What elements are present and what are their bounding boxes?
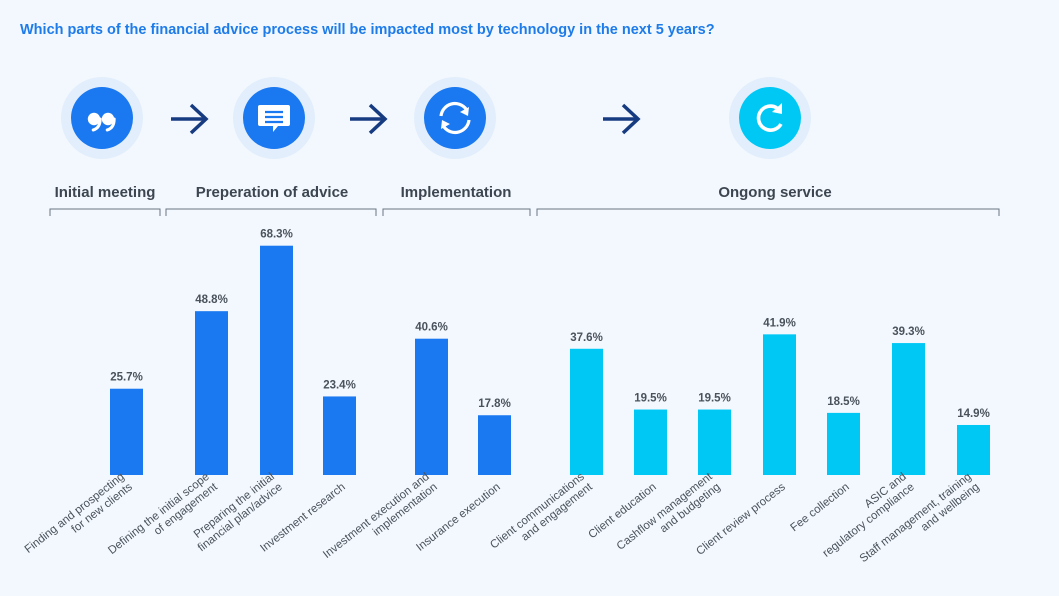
value-label: 19.5% xyxy=(698,393,731,405)
stage-bracket xyxy=(49,208,161,216)
value-label: 14.9% xyxy=(957,408,990,420)
value-label: 23.4% xyxy=(323,379,356,391)
bar xyxy=(957,424,990,475)
stage-bracket xyxy=(165,208,377,216)
quote-icon xyxy=(61,77,143,159)
arrow-right-icon xyxy=(603,103,641,135)
bar xyxy=(634,409,667,475)
category-label: Client communicationsand engagement xyxy=(488,470,595,561)
value-label: 68.3% xyxy=(260,229,293,241)
bar xyxy=(570,348,603,475)
bar xyxy=(698,409,731,475)
bar xyxy=(478,415,511,475)
bar xyxy=(323,396,356,475)
chat-document-icon xyxy=(233,77,315,159)
value-label: 37.6% xyxy=(570,332,603,344)
category-label: ASIC andregulatory compliance xyxy=(813,471,917,560)
bar xyxy=(892,343,925,475)
stage-label: Initial meeting xyxy=(55,184,156,201)
value-label: 40.6% xyxy=(415,322,448,334)
sync-arrows-icon xyxy=(414,77,496,159)
category-label: Fee collection xyxy=(788,481,851,534)
bar xyxy=(195,311,228,475)
value-label: 25.7% xyxy=(110,372,143,384)
refresh-icon xyxy=(729,77,811,159)
bar xyxy=(110,388,143,475)
chart-title: Which parts of the financial advice proc… xyxy=(20,22,715,38)
value-label: 18.5% xyxy=(827,396,860,408)
arrow-right-icon xyxy=(171,103,209,135)
category-label: Staff management, trainingand wellbeing xyxy=(858,471,982,576)
arrow-right-icon xyxy=(350,103,388,135)
stage-bracket xyxy=(536,208,1000,216)
bar xyxy=(827,412,860,475)
value-label: 41.9% xyxy=(763,317,796,329)
stage-label: Ongong service xyxy=(718,184,831,201)
value-label: 17.8% xyxy=(478,398,511,410)
bar xyxy=(260,245,293,475)
stage-label: Implementation xyxy=(401,184,512,201)
value-label: 39.3% xyxy=(892,326,925,338)
bar xyxy=(415,338,448,475)
stage-label: Preperation of advice xyxy=(196,184,349,201)
value-label: 19.5% xyxy=(634,393,667,405)
stage-bracket xyxy=(382,208,531,216)
value-label: 48.8% xyxy=(195,294,228,306)
bar xyxy=(763,334,796,475)
